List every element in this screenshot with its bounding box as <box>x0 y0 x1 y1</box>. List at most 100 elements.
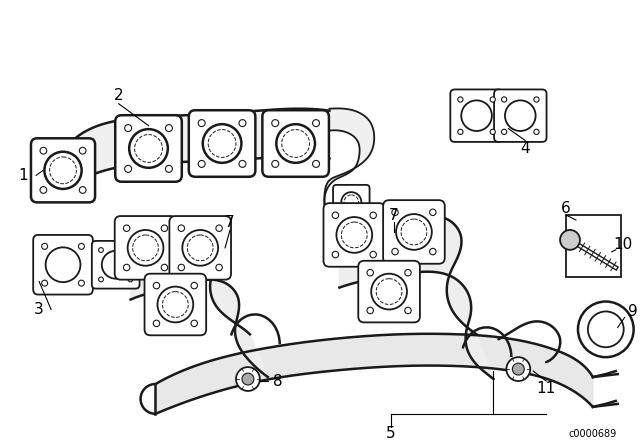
Circle shape <box>161 264 168 271</box>
Circle shape <box>242 373 254 385</box>
Circle shape <box>125 165 132 172</box>
FancyBboxPatch shape <box>333 185 369 220</box>
Circle shape <box>191 320 198 327</box>
Circle shape <box>198 120 205 127</box>
Circle shape <box>40 147 47 154</box>
Polygon shape <box>131 225 268 377</box>
FancyBboxPatch shape <box>31 138 95 202</box>
FancyBboxPatch shape <box>92 241 140 289</box>
Polygon shape <box>61 109 330 195</box>
Circle shape <box>534 129 539 134</box>
Text: 5: 5 <box>387 426 396 441</box>
Circle shape <box>182 230 218 266</box>
Circle shape <box>45 247 81 282</box>
Circle shape <box>367 269 373 276</box>
Circle shape <box>367 307 373 314</box>
Circle shape <box>490 97 495 102</box>
Text: 2: 2 <box>114 88 124 103</box>
Circle shape <box>99 248 104 252</box>
Circle shape <box>79 187 86 194</box>
Circle shape <box>153 282 160 289</box>
Circle shape <box>79 147 86 154</box>
Circle shape <box>42 280 47 286</box>
Circle shape <box>191 282 198 289</box>
Circle shape <box>392 209 398 215</box>
Circle shape <box>513 363 524 375</box>
FancyBboxPatch shape <box>145 274 206 335</box>
Circle shape <box>502 97 507 102</box>
Circle shape <box>337 217 372 253</box>
Circle shape <box>370 212 376 219</box>
Circle shape <box>276 124 315 163</box>
Circle shape <box>312 160 319 168</box>
Circle shape <box>236 367 260 391</box>
Circle shape <box>461 100 492 131</box>
Text: 9: 9 <box>628 304 637 319</box>
Text: 11: 11 <box>536 381 556 396</box>
FancyBboxPatch shape <box>115 115 182 182</box>
Circle shape <box>396 214 432 250</box>
Circle shape <box>370 251 376 258</box>
FancyBboxPatch shape <box>189 110 255 177</box>
Circle shape <box>79 280 84 286</box>
FancyBboxPatch shape <box>383 200 445 264</box>
Circle shape <box>198 160 205 168</box>
FancyBboxPatch shape <box>33 235 93 294</box>
Text: 1: 1 <box>19 168 28 183</box>
Text: 7: 7 <box>389 207 399 223</box>
Circle shape <box>404 269 412 276</box>
Circle shape <box>157 287 193 323</box>
FancyBboxPatch shape <box>494 90 547 142</box>
Polygon shape <box>324 108 379 245</box>
Circle shape <box>165 125 172 132</box>
Circle shape <box>127 230 163 266</box>
FancyBboxPatch shape <box>323 203 385 267</box>
Circle shape <box>102 251 130 279</box>
Circle shape <box>588 311 624 347</box>
Circle shape <box>216 264 222 271</box>
Circle shape <box>506 357 531 381</box>
Circle shape <box>124 264 130 271</box>
Circle shape <box>239 160 246 168</box>
Circle shape <box>490 129 495 134</box>
Polygon shape <box>156 334 593 414</box>
Circle shape <box>42 243 47 250</box>
Circle shape <box>129 129 168 168</box>
Circle shape <box>429 209 436 215</box>
Polygon shape <box>339 215 493 379</box>
Circle shape <box>429 248 436 255</box>
Circle shape <box>312 120 319 127</box>
Circle shape <box>505 100 536 131</box>
Circle shape <box>40 187 47 194</box>
Circle shape <box>125 125 132 132</box>
Circle shape <box>124 225 130 232</box>
Circle shape <box>161 225 168 232</box>
Circle shape <box>165 165 172 172</box>
FancyBboxPatch shape <box>262 110 329 177</box>
Text: c0000689: c0000689 <box>569 429 617 439</box>
Circle shape <box>341 192 362 212</box>
Circle shape <box>99 277 104 282</box>
Bar <box>566 215 621 277</box>
FancyBboxPatch shape <box>115 216 177 280</box>
Circle shape <box>79 243 84 250</box>
Circle shape <box>128 277 133 282</box>
Circle shape <box>458 97 463 102</box>
Circle shape <box>332 251 339 258</box>
Circle shape <box>178 264 184 271</box>
Circle shape <box>502 129 507 134</box>
Circle shape <box>371 274 407 310</box>
Circle shape <box>578 302 634 357</box>
Circle shape <box>239 120 246 127</box>
Circle shape <box>272 160 279 168</box>
Text: 6: 6 <box>561 201 571 215</box>
Circle shape <box>404 307 412 314</box>
Circle shape <box>44 152 82 189</box>
Circle shape <box>534 97 539 102</box>
Text: 4: 4 <box>520 141 530 156</box>
Circle shape <box>153 320 160 327</box>
FancyBboxPatch shape <box>170 216 231 280</box>
Circle shape <box>128 248 133 252</box>
Circle shape <box>178 225 184 232</box>
Circle shape <box>203 124 241 163</box>
